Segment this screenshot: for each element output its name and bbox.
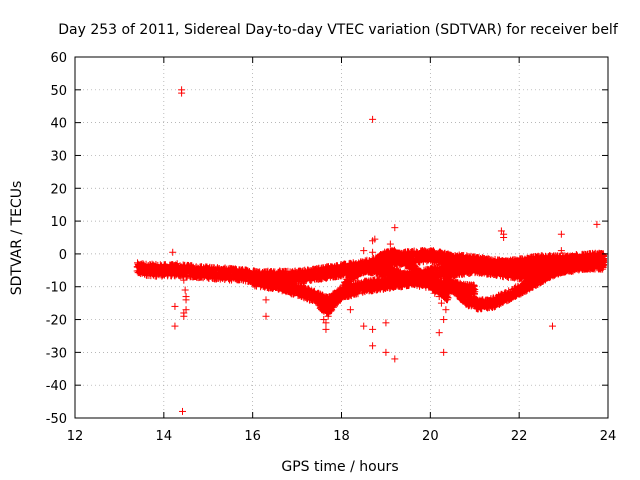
data-points: [133, 86, 608, 415]
grid: [75, 57, 608, 418]
